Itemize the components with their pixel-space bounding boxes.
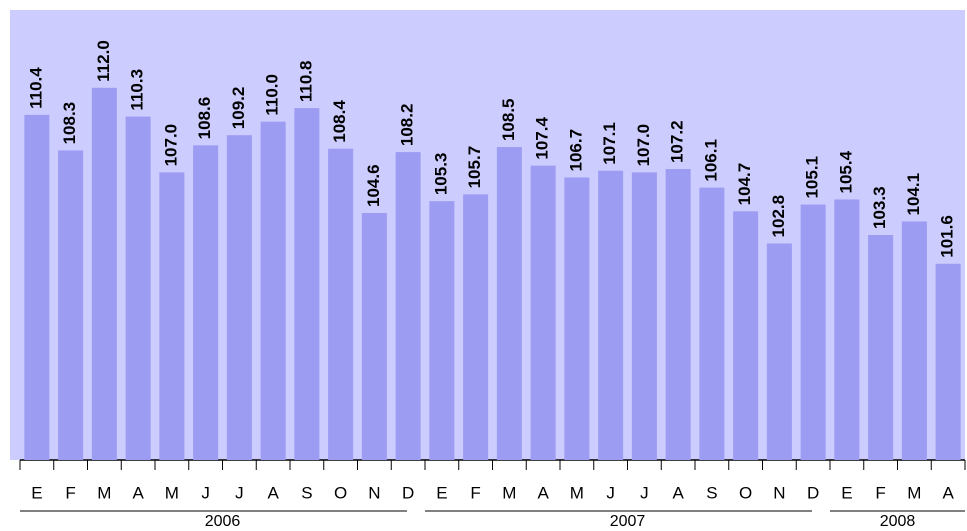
data-label: 103.3 [870,186,889,229]
data-label: 107.0 [161,124,180,167]
bar [901,221,927,460]
x-tick-label: E [841,483,852,502]
bar [361,213,387,460]
bar [598,170,624,460]
x-tick-label: F [875,483,885,502]
data-label: 110.3 [128,69,147,111]
bar [530,165,556,460]
x-tick-label: M [570,483,584,502]
bar [868,235,894,460]
x-tick-label: F [470,483,480,502]
x-tick-label: J [606,483,615,502]
data-label: 107.4 [533,117,552,160]
data-label: 106.1 [701,139,720,182]
data-label: 107.0 [634,124,653,167]
data-label: 112.0 [94,40,113,82]
x-tick-label: A [942,483,954,502]
bar [429,201,455,461]
bar [800,204,826,460]
x-tick-label: N [773,483,785,502]
group-label: 2007 [610,513,646,530]
x-tick-label: D [807,483,819,502]
data-label: 104.1 [904,173,923,216]
data-label: 101.6 [938,215,957,258]
data-label: 107.1 [600,122,619,165]
bar [463,194,489,460]
data-label: 106.7 [566,129,585,172]
x-tick-label: M [502,483,516,502]
data-label: 107.2 [668,120,687,163]
bar [294,108,320,460]
bar [665,169,691,460]
data-label: 108.5 [499,98,518,141]
bar [24,114,50,461]
group-label: 2008 [880,513,916,530]
bar [125,116,151,460]
x-tick-label: N [368,483,380,502]
data-label: 108.3 [60,102,79,145]
bar [91,87,117,460]
bar [193,145,219,460]
data-label: 108.6 [195,97,214,140]
data-label: 105.3 [431,153,450,196]
data-label: 109.2 [229,87,248,130]
data-label: 105.1 [803,156,822,199]
x-tick-label: D [402,483,414,502]
bar [631,172,657,461]
data-label: 108.4 [330,100,349,143]
data-label: 105.7 [465,146,484,189]
bar [699,187,725,460]
bar [733,211,759,460]
data-label: 110.4 [26,67,45,109]
data-label: 108.2 [398,104,417,147]
x-tick-label: E [31,483,42,502]
x-tick-label: A [267,483,279,502]
x-tick-label: J [640,483,649,502]
bar [834,199,860,460]
x-tick-label: S [706,483,717,502]
x-tick-label: F [65,483,75,502]
x-tick-label: J [235,483,244,502]
x-tick-label: M [97,483,111,502]
bar [159,172,185,461]
x-tick-label: A [537,483,549,502]
bar [328,148,354,460]
bar [766,243,792,460]
data-label: 102.8 [769,195,788,238]
x-tick-label: A [672,483,684,502]
bar [935,263,961,460]
group-label: 2006 [205,513,241,530]
x-tick-label: A [132,483,144,502]
x-tick-label: M [907,483,921,502]
x-tick-label: S [301,483,312,502]
bar [226,135,252,460]
data-label: 104.7 [735,163,754,206]
x-tick-label: E [436,483,447,502]
x-tick-label: J [201,483,210,502]
bar [58,150,84,461]
data-label: 104.6 [364,164,383,207]
x-tick-label: M [165,483,179,502]
bar [496,147,522,460]
x-tick-label: O [739,483,752,502]
bar [564,177,590,460]
data-label: 105.4 [836,150,855,193]
data-label: 110.0 [263,74,282,116]
bar [260,121,286,460]
x-tick-label: O [334,483,347,502]
data-label: 110.8 [296,61,315,103]
bar [395,152,421,460]
